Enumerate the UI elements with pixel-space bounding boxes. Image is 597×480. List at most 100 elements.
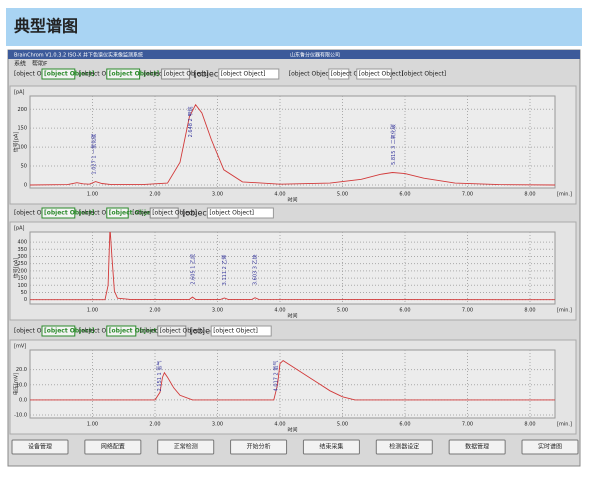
field-box [328,68,350,80]
unit-label: [mV] [14,344,26,350]
y-tick-label: 150 [17,126,27,132]
button-label[interactable]: 实时谱图 [538,443,562,451]
peak-label: 2.151 1 氢气 [156,361,163,392]
field-box [218,68,280,80]
toolbar-text: [object Object] [14,328,59,335]
button[interactable] [230,439,288,455]
toolbar-text[interactable]: [object Object] [44,328,95,335]
y-tick-label: 100 [17,283,27,289]
toolbar-text[interactable]: [object Object] [164,71,209,78]
button-label[interactable]: 开始分析 [247,443,271,451]
x-unit-label: [min.] [557,308,572,314]
button[interactable] [84,439,142,455]
toolbar-text[interactable]: [object Object] [109,328,160,335]
y-tick-label: 0.0 [19,397,27,403]
toolbar-text: [object Object] [289,71,334,78]
x-tick-label: 7.00 [462,192,473,198]
toolbar-text[interactable]: [object Object] [109,71,160,78]
y-tick-label: 300 [17,254,27,260]
y-tick-label: 200 [17,107,27,113]
peak-label: 5.815 3 二氧化碳 [390,124,397,165]
menu-item[interactable]: 系统 [14,60,26,68]
peak-label: 2.648 2 甲烷 [187,107,194,138]
x-tick-label: 5.00 [337,308,348,314]
y-tick-label: 400 [17,240,27,246]
x-tick-label: 1.00 [87,192,98,198]
window-titlebar [8,50,580,59]
signal-line [30,360,555,401]
x-unit-label: [min.] [557,192,572,198]
toolbar-text: [object Object] [209,210,254,217]
y-tick-label: 100 [17,145,27,151]
x-axis-label: 时间 [287,313,297,320]
x-tick-label: 4.00 [274,192,285,198]
x-tick-label: 5.00 [337,422,348,428]
y-tick-label: 50 [21,164,27,170]
input-box [106,325,137,337]
y-tick-label: 250 [17,261,27,267]
y-tick-label: 20.0 [16,367,27,373]
toolbar-text: [object Object] [331,71,376,78]
button[interactable] [149,207,179,219]
menu-item[interactable]: 帮助F [32,60,48,68]
field-box [206,207,274,219]
button[interactable] [375,439,433,455]
button-label[interactable]: 数据管理 [465,443,489,451]
x-tick-label: 5.00 [337,192,348,198]
button-label[interactable]: 结束采集 [319,443,343,451]
peak-label: 4.017 2 氧气 [273,361,280,392]
x-tick-label: 3.00 [212,422,223,428]
toolbar-text[interactable]: [object Object] [44,210,95,217]
button[interactable] [11,439,69,455]
window-title: BrainChrom V1.0.3.2 ISO-X 井下色谱仪实来像监测系统 [14,52,143,59]
toolbar-text[interactable]: [object Object] [152,210,197,217]
button[interactable] [302,439,360,455]
button[interactable] [521,439,579,455]
x-tick-label: 2.00 [149,192,160,198]
x-tick-label: 2.00 [149,422,160,428]
x-tick-label: 4.00 [274,308,285,314]
toolbar-text[interactable]: [object Object] [44,71,95,78]
input-box [106,68,141,80]
input-box [41,325,76,337]
toolbar-text: [object Object] [14,210,59,217]
x-tick-label: 1.00 [87,308,98,314]
button[interactable] [157,325,187,337]
peak-label: 2.605 1 乙烷 [189,254,196,285]
x-axis-label: 时间 [287,427,297,434]
toolbar-text[interactable]: [object Object] [109,210,160,217]
input-box [41,207,76,219]
input-box [41,68,76,80]
plot-area [29,95,556,189]
x-tick-label: 2.00 [149,308,160,314]
toolbar-text: [object Object] [402,71,447,78]
toolbar-text[interactable]: [object Object] [160,328,205,335]
button-label[interactable]: 网络配置 [101,443,125,451]
x-tick-label: 3.00 [212,308,223,314]
plot-area [29,349,556,419]
y-tick-label: 10.0 [16,382,27,388]
toolbar-text: [object Object] [79,210,124,217]
y-axis-label: 电压[mV] [13,373,20,395]
x-tick-label: 7.00 [462,308,473,314]
peak-label: 3.603 3 乙炔 [252,254,259,285]
x-tick-label: 7.00 [462,422,473,428]
button-label[interactable]: 正常检测 [174,443,198,451]
y-axis-label: 信号[pA] [13,132,20,153]
field-box [210,325,272,337]
button-label[interactable]: 检测器设定 [389,443,419,451]
y-tick-label: 50 [21,290,27,296]
button-label[interactable]: 设备管理 [28,443,52,451]
x-tick-label: 3.00 [212,192,223,198]
button[interactable] [157,439,215,455]
peak-label: 1.027 1 一氧化碳 [91,134,98,175]
x-tick-label: 8.00 [524,422,535,428]
button[interactable] [161,68,191,80]
y-tick-label: 0 [24,182,27,188]
y-tick-label: 150 [17,276,27,282]
button[interactable] [448,439,506,455]
x-tick-label: 6.00 [399,192,410,198]
header-bar [6,8,582,46]
x-tick-label: 6.00 [399,308,410,314]
